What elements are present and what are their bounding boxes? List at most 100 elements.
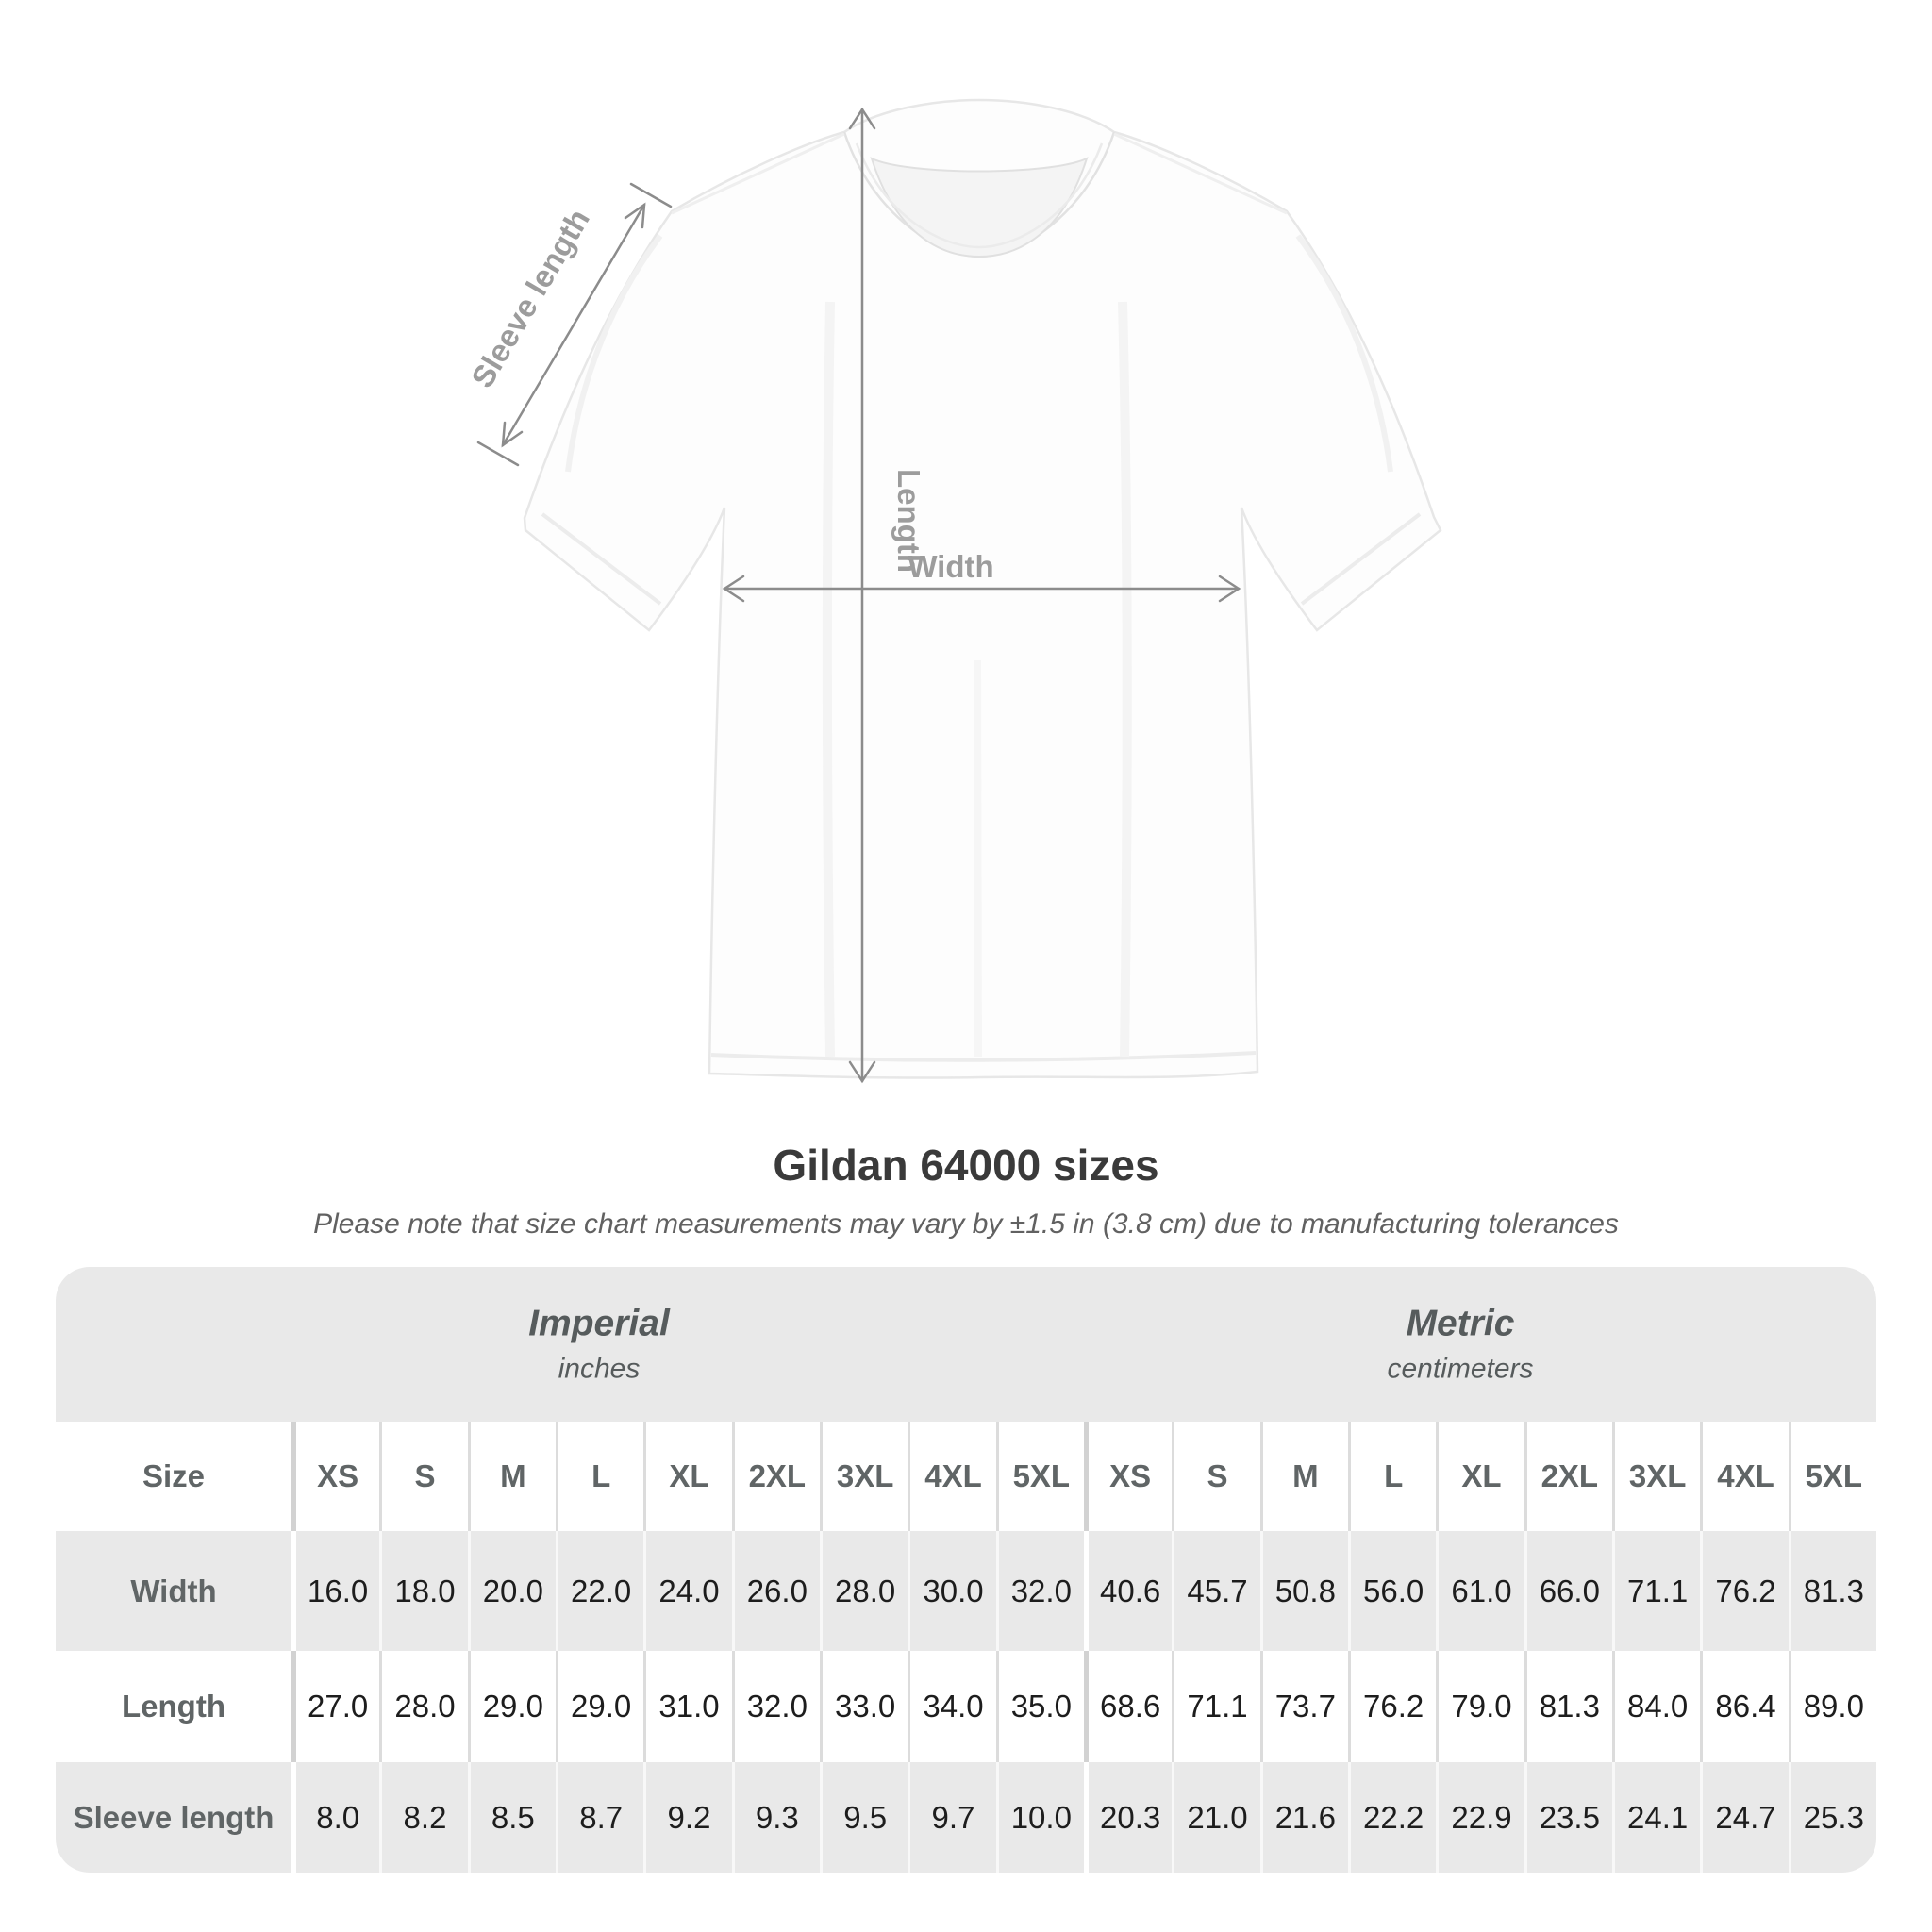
length-label: Length xyxy=(891,469,926,573)
value-cell: 20.3 xyxy=(1084,1762,1172,1873)
collar-opening xyxy=(870,157,1089,258)
value-cell: 33.0 xyxy=(820,1651,908,1762)
value-cell: 8.7 xyxy=(556,1762,643,1873)
size-header: 5XL xyxy=(1788,1422,1876,1531)
metric-title: Metric xyxy=(1406,1303,1515,1344)
width-label: Width xyxy=(908,549,993,584)
size-header: 3XL xyxy=(1612,1422,1700,1531)
size-header: S xyxy=(379,1422,467,1531)
value-cell: 8.2 xyxy=(379,1762,467,1873)
metric-unit: centimeters xyxy=(1387,1353,1534,1385)
table-row-sleeve-length: Sleeve length 8.0 8.2 8.5 8.7 9.2 9.3 9.… xyxy=(56,1762,1876,1873)
row-label: Width xyxy=(130,1573,217,1608)
value-cell: 25.3 xyxy=(1788,1762,1876,1873)
tolerance-note: Please note that size chart measurements… xyxy=(313,1208,1619,1240)
size-header: XS xyxy=(1084,1422,1172,1531)
size-header: XS xyxy=(291,1422,379,1531)
value-cell: 8.0 xyxy=(291,1762,379,1873)
size-header: 5XL xyxy=(995,1422,1084,1531)
size-header: M xyxy=(1259,1422,1348,1531)
value-cell: 35.0 xyxy=(995,1651,1084,1762)
imperial-unit: inches xyxy=(558,1353,641,1385)
value-cell: 29.0 xyxy=(556,1651,643,1762)
value-cell: 24.1 xyxy=(1612,1762,1700,1873)
value-cell: 22.2 xyxy=(1348,1762,1436,1873)
page-title: Gildan 64000 sizes xyxy=(773,1141,1159,1190)
size-header: XL xyxy=(643,1422,731,1531)
value-cell: 20.0 xyxy=(467,1531,556,1651)
value-cell: 81.3 xyxy=(1788,1531,1876,1651)
value-cell: 9.3 xyxy=(731,1762,820,1873)
size-header: 2XL xyxy=(1524,1422,1612,1531)
value-cell: 66.0 xyxy=(1524,1531,1612,1651)
table-row-length: Length 27.0 28.0 29.0 29.0 31.0 32.0 33.… xyxy=(56,1651,1876,1762)
value-cell: 56.0 xyxy=(1348,1531,1436,1651)
value-cell: 73.7 xyxy=(1259,1651,1348,1762)
value-cell: 22.9 xyxy=(1436,1762,1524,1873)
width-arrow xyxy=(722,575,1241,603)
row-label: Length xyxy=(122,1689,225,1724)
value-cell: 23.5 xyxy=(1524,1762,1612,1873)
value-cell: 16.0 xyxy=(291,1531,379,1651)
row-label: Sleeve length xyxy=(73,1799,275,1835)
size-header: S xyxy=(1172,1422,1259,1531)
value-cell: 68.6 xyxy=(1084,1651,1172,1762)
right-sleeve-crease xyxy=(1295,234,1393,473)
collar-stitch-seam xyxy=(855,142,1104,249)
value-cell: 24.7 xyxy=(1700,1762,1788,1873)
value-cell: 34.0 xyxy=(908,1651,995,1762)
value-cell: 76.2 xyxy=(1348,1651,1436,1762)
size-header: 3XL xyxy=(820,1422,908,1531)
value-cell: 71.1 xyxy=(1172,1651,1259,1762)
value-cell: 9.2 xyxy=(643,1762,731,1873)
value-cell: 28.0 xyxy=(379,1651,467,1762)
left-shoulder-seam xyxy=(671,132,845,215)
size-header: 4XL xyxy=(908,1422,995,1531)
value-cell: 61.0 xyxy=(1436,1531,1524,1651)
value-cell: 18.0 xyxy=(379,1531,467,1651)
value-cell: 24.0 xyxy=(643,1531,731,1651)
value-cell: 30.0 xyxy=(908,1531,995,1651)
value-cell: 79.0 xyxy=(1436,1651,1524,1762)
fabric-fold xyxy=(1118,301,1132,1058)
table-row-width: Width 16.0 18.0 20.0 22.0 24.0 26.0 28.0… xyxy=(56,1531,1876,1651)
size-header: XL xyxy=(1436,1422,1524,1531)
value-cell: 32.0 xyxy=(731,1651,820,1762)
value-cell: 71.1 xyxy=(1612,1531,1700,1651)
size-header: L xyxy=(1348,1422,1436,1531)
value-cell: 32.0 xyxy=(995,1531,1084,1651)
fabric-fold xyxy=(822,301,835,1058)
value-cell: 76.2 xyxy=(1700,1531,1788,1651)
size-table: Imperial inches Metric centimeters Size … xyxy=(56,1267,1876,1873)
sleeve-length-label: Sleeve length xyxy=(464,203,596,393)
value-cell: 89.0 xyxy=(1788,1651,1876,1762)
length-arrow xyxy=(848,107,876,1084)
imperial-section-header: Imperial inches xyxy=(528,1306,670,1384)
right-shoulder-seam xyxy=(1113,132,1288,215)
value-cell: 9.5 xyxy=(820,1762,908,1873)
size-header: L xyxy=(556,1422,643,1531)
value-cell: 28.0 xyxy=(820,1531,908,1651)
value-cell: 29.0 xyxy=(467,1651,556,1762)
left-sleeve-crease xyxy=(565,234,663,473)
unit-band: Imperial inches Metric centimeters xyxy=(56,1267,1876,1422)
hem-seam xyxy=(710,1051,1257,1062)
value-cell: 10.0 xyxy=(995,1762,1084,1873)
value-cell: 26.0 xyxy=(731,1531,820,1651)
left-cuff-seam xyxy=(541,512,662,606)
fabric-fold xyxy=(974,659,982,1058)
size-header-row: Size XS S M L XL 2XL 3XL 4XL 5XL XS S M … xyxy=(56,1422,1876,1531)
value-cell: 9.7 xyxy=(908,1762,995,1873)
size-column-header: Size xyxy=(142,1458,206,1493)
value-cell: 40.6 xyxy=(1084,1531,1172,1651)
size-header: 4XL xyxy=(1700,1422,1788,1531)
metric-section-header: Metric centimeters xyxy=(1387,1306,1533,1384)
size-header: 2XL xyxy=(731,1422,820,1531)
value-cell: 86.4 xyxy=(1700,1651,1788,1762)
value-cell: 21.0 xyxy=(1172,1762,1259,1873)
value-cell: 81.3 xyxy=(1524,1651,1612,1762)
value-cell: 21.6 xyxy=(1259,1762,1348,1873)
value-cell: 84.0 xyxy=(1612,1651,1700,1762)
value-cell: 27.0 xyxy=(291,1651,379,1762)
value-cell: 45.7 xyxy=(1172,1531,1259,1651)
